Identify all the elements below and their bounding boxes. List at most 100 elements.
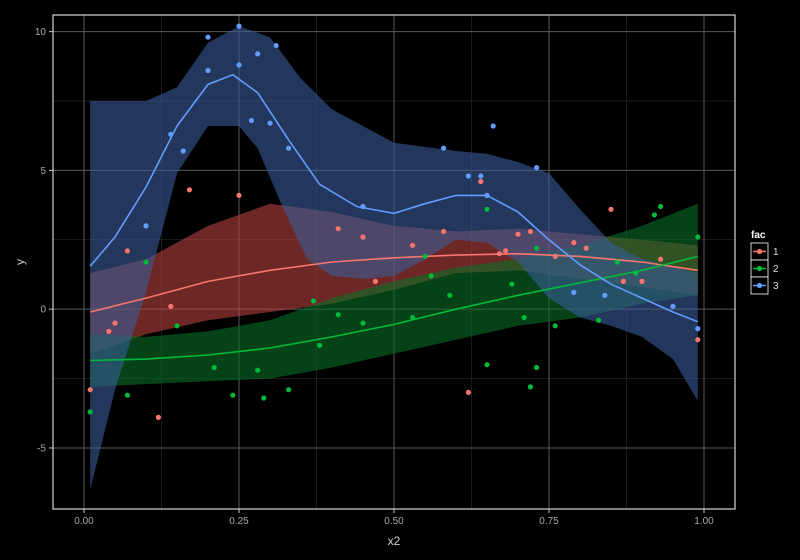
data-point-3 bbox=[180, 148, 186, 154]
x-tick-label: 0.75 bbox=[539, 516, 559, 527]
data-point-1 bbox=[168, 303, 174, 309]
data-point-3 bbox=[670, 303, 676, 309]
data-point-2 bbox=[695, 234, 701, 240]
data-point-1 bbox=[496, 251, 502, 257]
legend-label-3: 3 bbox=[773, 281, 779, 292]
x-tick-label: 0.00 bbox=[74, 516, 94, 527]
y-axis: -5 0 5 10 bbox=[35, 27, 53, 454]
y-tick-label: 10 bbox=[35, 27, 47, 38]
smooth-line-1 bbox=[90, 252, 698, 313]
smooth-line-3 bbox=[89, 73, 699, 323]
data-point-1 bbox=[608, 206, 614, 212]
data-point-2 bbox=[521, 314, 527, 321]
data-point-3 bbox=[534, 165, 540, 171]
data-point-2 bbox=[422, 253, 428, 259]
data-point-3 bbox=[168, 131, 174, 137]
data-point-1 bbox=[236, 192, 242, 198]
legend-point-1 bbox=[756, 248, 763, 255]
data-point-1 bbox=[571, 240, 577, 246]
data-point-2 bbox=[596, 317, 602, 323]
data-point-2 bbox=[552, 323, 558, 329]
data-point-3 bbox=[602, 292, 608, 298]
x-tick-label: 0.50 bbox=[384, 516, 404, 527]
data-point-1 bbox=[335, 226, 341, 232]
legend-point-3 bbox=[756, 282, 763, 289]
legend-label-2: 2 bbox=[773, 264, 779, 275]
data-point-2 bbox=[534, 245, 540, 251]
data-point-2 bbox=[484, 206, 490, 212]
data-point-1 bbox=[620, 278, 627, 284]
data-point-1 bbox=[441, 228, 447, 235]
data-point-1 bbox=[112, 320, 118, 326]
legend: fac 1 2 3 bbox=[750, 230, 779, 295]
data-point-3 bbox=[236, 62, 242, 68]
data-point-2 bbox=[335, 312, 341, 318]
data-point-2 bbox=[614, 259, 620, 265]
data-point-3 bbox=[205, 34, 211, 40]
data-point-3 bbox=[490, 123, 496, 129]
x-tick-label: 0.25 bbox=[229, 516, 249, 527]
data-point-2 bbox=[174, 323, 180, 329]
data-point-1 bbox=[465, 389, 471, 395]
data-point-1 bbox=[155, 414, 161, 420]
data-point-1 bbox=[186, 187, 192, 193]
data-point-2 bbox=[124, 392, 130, 398]
data-point-2 bbox=[651, 212, 658, 218]
data-points bbox=[87, 23, 701, 420]
x-tick-label: 1.00 bbox=[694, 516, 714, 527]
data-point-2 bbox=[410, 314, 416, 321]
data-point-2 bbox=[255, 367, 261, 373]
data-point-3 bbox=[205, 67, 211, 74]
data-point-2 bbox=[360, 320, 366, 326]
data-point-2 bbox=[310, 298, 316, 304]
data-point-3 bbox=[286, 145, 292, 151]
data-point-1 bbox=[124, 248, 130, 254]
data-point-1 bbox=[372, 278, 378, 284]
data-point-3 bbox=[143, 223, 149, 229]
data-point-1 bbox=[360, 234, 366, 240]
data-point-1 bbox=[527, 228, 534, 235]
data-point-1 bbox=[583, 245, 589, 251]
data-point-2 bbox=[211, 364, 217, 371]
data-point-1 bbox=[106, 328, 112, 334]
data-point-1 bbox=[410, 242, 416, 248]
legend-title: fac bbox=[751, 230, 766, 241]
x-axis-title: x2 bbox=[388, 534, 401, 548]
data-point-1 bbox=[695, 337, 701, 343]
data-point-3 bbox=[484, 192, 490, 198]
data-point-3 bbox=[255, 51, 261, 57]
y-axis-title: y bbox=[13, 259, 27, 265]
data-point-1 bbox=[639, 278, 645, 284]
data-point-3 bbox=[571, 289, 577, 296]
data-point-3 bbox=[695, 326, 701, 332]
data-point-2 bbox=[261, 395, 267, 401]
data-point-2 bbox=[658, 203, 664, 210]
x-axis: 0.00 0.25 0.50 0.75 1.00 bbox=[74, 509, 714, 527]
data-point-2 bbox=[143, 259, 149, 265]
smooth-lines bbox=[89, 73, 699, 362]
data-point-2 bbox=[484, 362, 490, 368]
data-point-1 bbox=[515, 231, 521, 237]
data-point-2 bbox=[87, 409, 93, 415]
data-point-3 bbox=[441, 145, 447, 151]
data-point-1 bbox=[478, 178, 484, 185]
data-point-2 bbox=[428, 273, 434, 279]
data-point-2 bbox=[447, 292, 453, 298]
data-point-1 bbox=[87, 387, 93, 393]
data-point-1 bbox=[503, 248, 509, 254]
data-point-2 bbox=[286, 387, 292, 393]
data-point-3 bbox=[360, 203, 366, 210]
data-point-3 bbox=[465, 173, 471, 179]
y-tick-label: -5 bbox=[37, 443, 46, 454]
data-point-3 bbox=[273, 42, 279, 49]
data-point-1 bbox=[552, 253, 558, 259]
data-point-2 bbox=[633, 270, 639, 276]
legend-point-2 bbox=[756, 265, 763, 272]
data-point-2 bbox=[317, 342, 323, 348]
data-point-3 bbox=[267, 120, 273, 126]
legend-label-1: 1 bbox=[773, 247, 779, 258]
data-point-2 bbox=[527, 384, 534, 390]
y-tick-label: 5 bbox=[40, 166, 46, 177]
data-point-2 bbox=[509, 281, 515, 287]
